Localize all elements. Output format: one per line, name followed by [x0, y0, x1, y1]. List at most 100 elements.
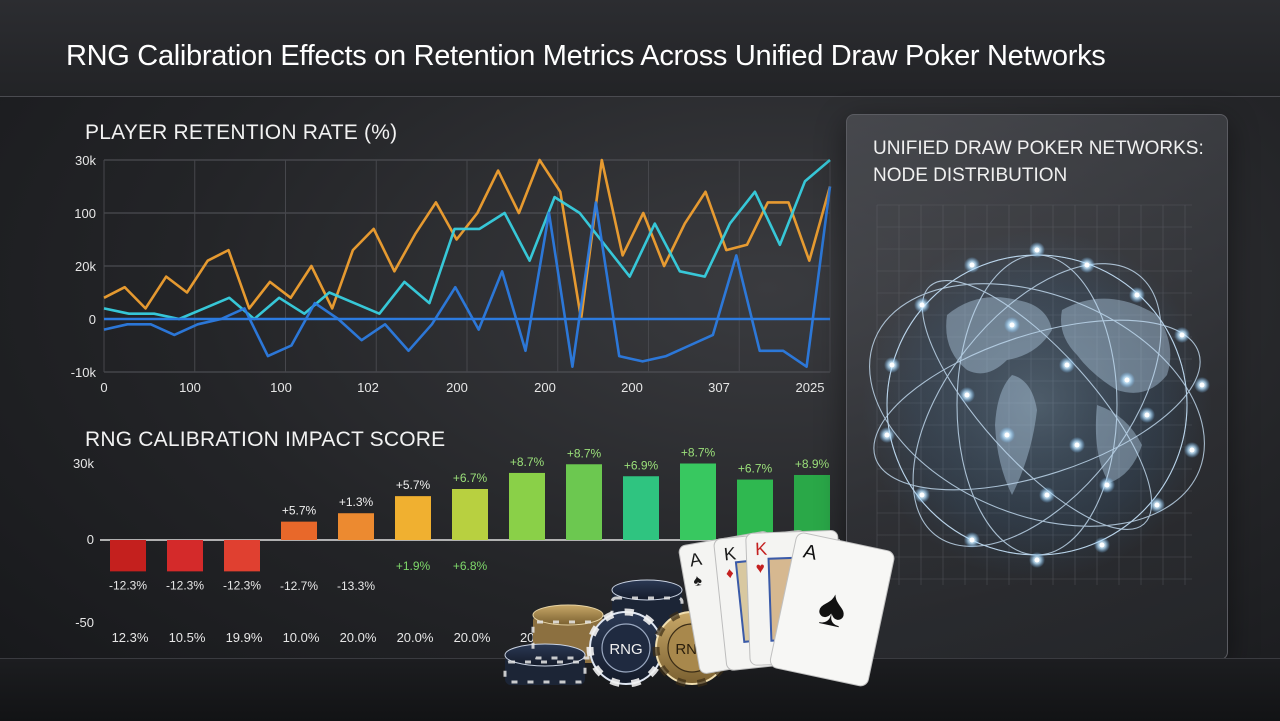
page-title: RNG Calibration Effects on Retention Met… — [66, 40, 1106, 72]
x-tick-label: 100 — [179, 380, 201, 395]
network-panel: UNIFIED DRAW POKER NETWORKS: NODE DISTRI… — [846, 114, 1228, 660]
data-label: +5.7% — [396, 478, 431, 492]
bar — [737, 479, 773, 540]
data-label: +6.7% — [453, 471, 488, 485]
network-node-core — [1199, 382, 1205, 388]
x-tick-label: 20.0% — [340, 630, 377, 645]
network-node-core — [1044, 492, 1050, 498]
series-line — [103, 186, 832, 369]
bar-chart-title: RNG CALIBRATION IMPACT SCORE — [85, 428, 446, 451]
data-label: +8.7% — [510, 455, 545, 469]
network-panel-title: UNIFIED DRAW POKER NETWORKS: NODE DISTRI… — [873, 138, 1204, 186]
y-tick-label: 0 — [89, 312, 96, 327]
svg-text:A: A — [688, 549, 703, 571]
network-node-core — [1074, 442, 1080, 448]
network-node-core — [964, 392, 970, 398]
x-tick-label: 10.0% — [283, 630, 320, 645]
y-tick-label: 30k — [73, 456, 94, 471]
card-rank: A — [801, 540, 819, 564]
svg-text:K: K — [755, 539, 768, 559]
network-node-core — [919, 302, 925, 308]
bar — [224, 540, 260, 572]
x-tick-label: 20.0% — [397, 630, 434, 645]
line-chart-title: PLAYER RETENTION RATE (%) — [85, 121, 398, 144]
series-line — [103, 158, 832, 321]
network-node-core — [1009, 322, 1015, 328]
x-tick-label: 0 — [100, 380, 107, 395]
data-label: -12.3% — [223, 578, 261, 592]
network-node-core — [1034, 247, 1040, 253]
bar — [452, 489, 488, 540]
line-chart-series — [103, 158, 832, 369]
x-tick-label: 102 — [357, 380, 379, 395]
network-node-core — [1154, 502, 1160, 508]
x-tick-label: 200 — [534, 380, 556, 395]
y-tick-label: -10k — [71, 365, 97, 380]
data-label: -12.3% — [109, 578, 147, 592]
network-node-core — [1084, 262, 1090, 268]
x-tick-label: 200 — [446, 380, 468, 395]
data-label: -12.7% — [280, 579, 318, 593]
network-node-core — [1004, 432, 1010, 438]
svg-text:K: K — [723, 543, 737, 564]
network-node-core — [1104, 482, 1110, 488]
x-tick-label: 307 — [708, 380, 730, 395]
bar — [623, 476, 659, 540]
data-label: -12.3% — [166, 578, 204, 592]
network-node-core — [1134, 292, 1140, 298]
network-node-core — [1179, 332, 1185, 338]
network-node-core — [969, 537, 975, 543]
bar — [566, 464, 602, 540]
network-node-core — [919, 492, 925, 498]
y-tick-label: -50 — [75, 615, 94, 630]
x-tick-label: 100 — [270, 380, 292, 395]
network-node-core — [884, 432, 890, 438]
bar — [281, 521, 317, 540]
y-tick-label: 0 — [87, 532, 94, 547]
data-label: +1.9% — [396, 559, 431, 573]
bar — [338, 513, 374, 540]
data-label: -13.3% — [337, 579, 375, 593]
svg-text:♦: ♦ — [725, 565, 735, 583]
network-node-core — [1099, 542, 1105, 548]
network-node-core — [1064, 362, 1070, 368]
network-node-core — [1189, 447, 1195, 453]
x-tick-label: 12.3% — [112, 630, 149, 645]
network-globe-icon — [862, 204, 1212, 585]
bar — [110, 540, 146, 572]
y-tick-label: 30k — [75, 153, 96, 168]
y-tick-label: 100 — [74, 206, 96, 221]
network-node-core — [1144, 412, 1150, 418]
network-node-core — [1034, 557, 1040, 563]
bar — [680, 463, 716, 540]
data-label: +8.7% — [567, 446, 602, 460]
svg-text:♠: ♠ — [692, 572, 704, 590]
data-label: +6.7% — [738, 462, 773, 476]
data-label: +6.8% — [453, 559, 488, 573]
x-tick-label: 2025 — [796, 380, 825, 395]
x-tick-label: 20.0% — [454, 630, 491, 645]
y-tick-label: 20k — [75, 259, 96, 274]
network-node-core — [889, 362, 895, 368]
data-label: +5.7% — [282, 504, 317, 518]
network-node-core — [1124, 377, 1130, 383]
data-label: +8.7% — [681, 446, 716, 460]
series-line — [103, 159, 831, 321]
bar — [509, 472, 545, 540]
bar — [167, 540, 203, 572]
bar — [794, 474, 830, 540]
chip-label: RNG — [609, 641, 642, 658]
header-band — [0, 0, 1280, 97]
data-label: +1.3% — [339, 495, 374, 509]
x-tick-label: 10.5% — [169, 630, 206, 645]
bar — [395, 496, 431, 540]
network-node-core — [969, 262, 975, 268]
x-tick-label: 200 — [621, 380, 643, 395]
data-label: +8.9% — [795, 457, 830, 471]
data-label: +6.9% — [624, 458, 659, 472]
svg-text:♥: ♥ — [756, 560, 766, 577]
